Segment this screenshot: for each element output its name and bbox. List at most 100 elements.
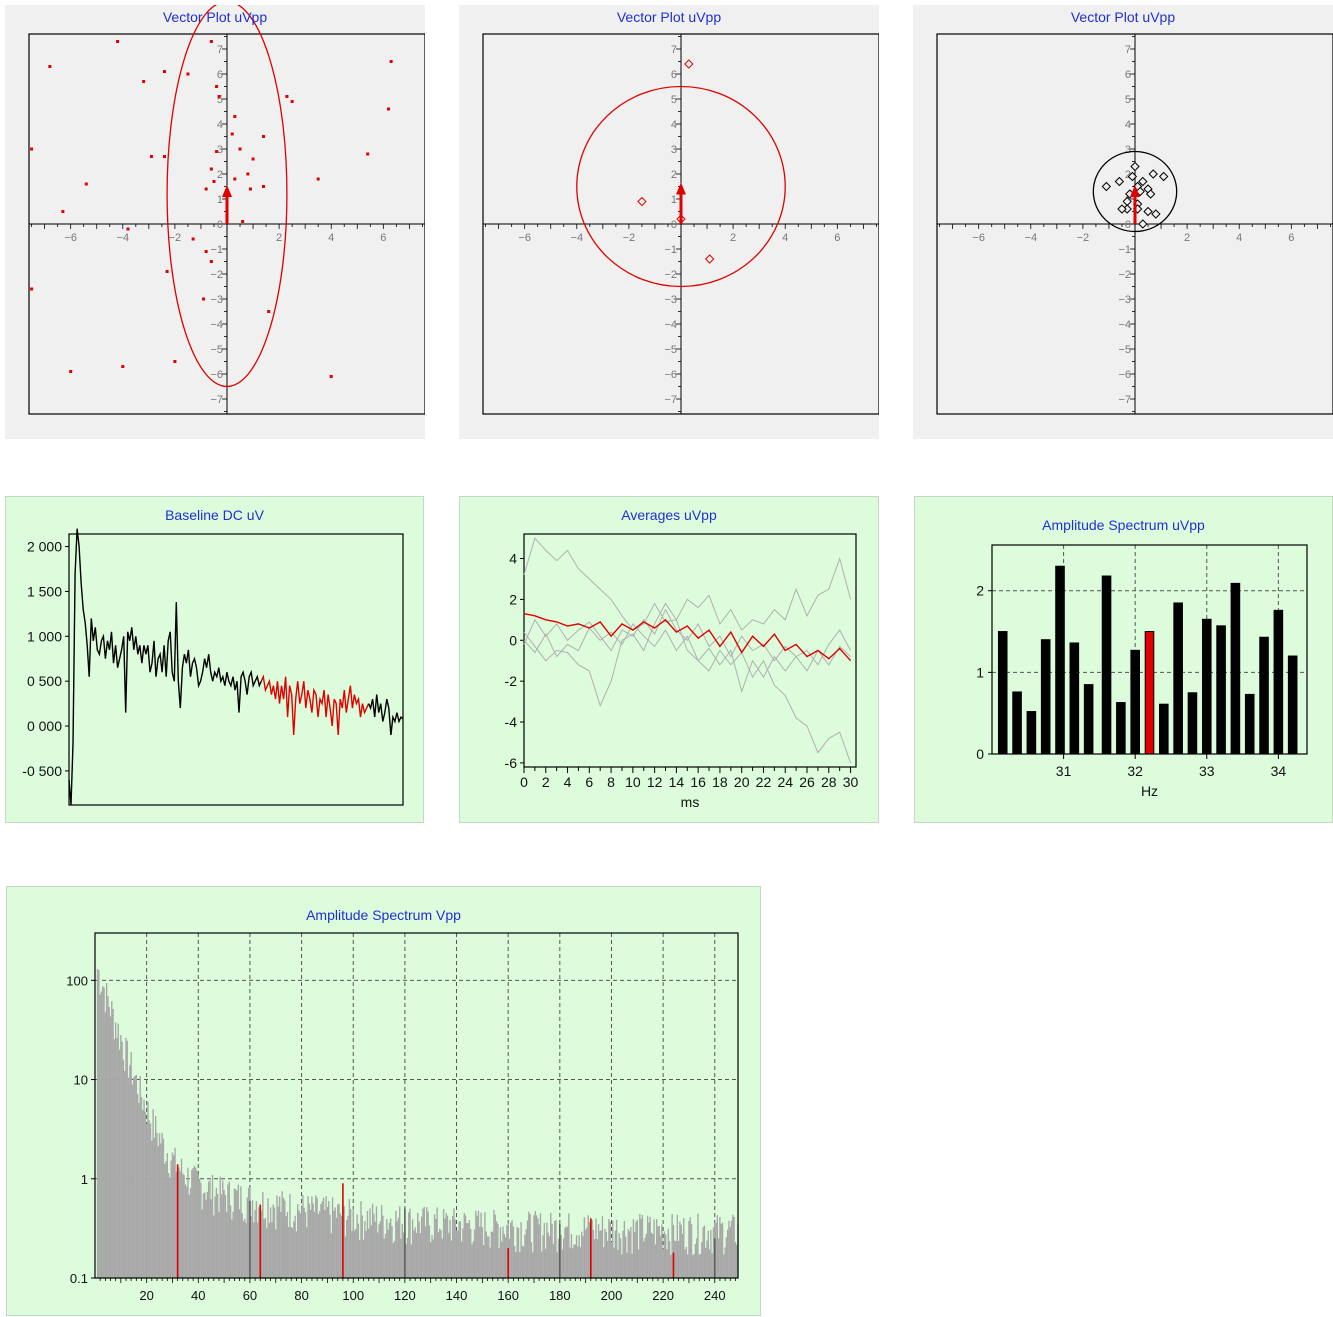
mean-vector-arrowhead <box>1130 185 1140 197</box>
data-point <box>202 297 206 301</box>
x-tick-label: 18 <box>712 774 728 790</box>
y-tick-label: 1 000 <box>27 628 62 644</box>
spectrum-bar <box>1216 625 1226 755</box>
data-point <box>387 107 391 111</box>
y-tick-label: −7 <box>210 394 223 406</box>
chart-title: Averages uVpp <box>621 507 717 523</box>
y-tick-label: −4 <box>1118 319 1131 331</box>
x-tick-label: 120 <box>394 1288 416 1303</box>
data-point <box>1143 206 1153 217</box>
x-tick-label: 6 <box>585 774 593 790</box>
y-tick-label: −2 <box>664 269 677 281</box>
y-tick-label: 10 <box>74 1073 88 1088</box>
confidence-circle <box>1092 150 1178 233</box>
data-point <box>251 157 255 161</box>
chart-title: Vector Plot uVpp <box>1070 9 1176 25</box>
x-tick-label: 32 <box>1127 763 1143 779</box>
series-line <box>523 608 851 672</box>
x-tick-label: −6 <box>518 232 531 244</box>
data-point <box>261 135 265 138</box>
data-point <box>267 310 271 313</box>
vector-plot-2-svg: −6 −4 −2 2 4 6 −7 −6 −5 −4 −3 −2 −1 0 1 2 3 4 5 6 7 <box>482 33 879 415</box>
data-point <box>1101 181 1112 192</box>
data-point <box>285 95 289 98</box>
x-tick-label: 6 <box>834 232 840 244</box>
data-point <box>1127 171 1138 182</box>
y-tick-label: −1 <box>1118 244 1131 256</box>
baseline-dc-svg: 2 000 1 500 1 000 0 500 0 000 -0 500 <box>22 528 404 806</box>
y-tick-label: -6 <box>505 755 518 771</box>
spectrum-bar <box>1159 703 1169 755</box>
data-point <box>121 365 125 368</box>
data-point <box>248 187 252 191</box>
y-tick-label: 4 <box>671 119 677 131</box>
y-tick-label: 1 <box>671 194 677 206</box>
x-tick-label: 24 <box>777 774 793 790</box>
y-tick-label: 0 500 <box>27 673 62 689</box>
y-tick-label: 5 <box>1125 94 1131 106</box>
data-point <box>1138 219 1148 229</box>
amplitude-spectrum-uvpp-svg: 0 1 2 31 32 33 34 Hz <box>976 544 1308 799</box>
spectrum-bar <box>1130 649 1140 755</box>
data-point <box>149 155 153 158</box>
x-tick-label: 100 <box>342 1288 364 1303</box>
vector-plot-1-svg: −6 −4 −2 2 4 6 −7 −6 −5 −4 −3 −2 −1 0 1 2 3 4 5 6 7 <box>28 5 425 415</box>
y-tick-label: 3 <box>217 144 223 156</box>
x-tick-label: 6 <box>380 232 386 244</box>
chart-title: Amplitude Spectrum uVpp <box>1042 517 1205 533</box>
spectrum-bar <box>1273 609 1284 755</box>
data-point <box>1148 169 1158 179</box>
spectrum-bar <box>1230 582 1241 755</box>
x-tick-label: 10 <box>625 774 641 790</box>
mean-vector-arrowhead <box>676 182 686 195</box>
y-tick-label: 1 <box>217 194 223 206</box>
plot-frame <box>94 932 739 1279</box>
data-point <box>1138 176 1148 187</box>
spectrum-bar <box>1069 642 1080 755</box>
data-point <box>30 147 34 151</box>
spectrum-bar <box>1187 692 1198 755</box>
x-tick-label: 60 <box>243 1288 257 1303</box>
y-tick-label: −1 <box>210 244 223 256</box>
spectrum-bar <box>1287 655 1298 755</box>
data-point <box>329 375 333 378</box>
x-tick-label: 33 <box>1199 763 1215 779</box>
y-tick-label: −5 <box>664 344 677 356</box>
y-tick-label: 2 <box>671 169 677 181</box>
x-tick-label: 14 <box>669 774 685 790</box>
data-point <box>162 70 166 73</box>
y-tick-label: 4 <box>217 119 223 131</box>
x-tick-label: 4 <box>564 774 572 790</box>
x-tick-label: −2 <box>623 232 636 244</box>
y-tick-label: −4 <box>210 319 223 331</box>
data-point <box>48 65 52 68</box>
x-tick-label: 22 <box>756 774 772 790</box>
x-tick-label: −2 <box>1077 232 1090 244</box>
data-point <box>126 227 130 231</box>
y-tick-label: 7 <box>1125 44 1131 56</box>
y-tick-label: 6 <box>217 69 223 81</box>
x-tick-label: 80 <box>294 1288 308 1303</box>
data-point <box>215 85 219 88</box>
vector-plot-panel-2: Vector Plot uVpp −6 −4 −2 2 4 6 −7 −6 −5 −4 −3 −2 −1… <box>459 5 879 439</box>
y-tick-label: 5 <box>671 94 677 106</box>
y-tick-label: −5 <box>1118 344 1131 356</box>
spectrum-bar <box>1055 565 1065 755</box>
y-tick-label: 7 <box>671 44 677 56</box>
spectrum-bar <box>1144 631 1155 755</box>
data-point <box>209 40 213 43</box>
data-point <box>238 147 242 151</box>
data-point <box>209 167 213 171</box>
data-point <box>204 250 208 253</box>
data-point <box>84 182 88 186</box>
y-tick-label: 0 <box>976 746 984 762</box>
spectrum-bar <box>1026 711 1037 755</box>
data-point <box>389 60 393 63</box>
y-tick-label: 3 <box>671 144 677 156</box>
data-point <box>1130 161 1140 172</box>
x-tick-label: 6 <box>1288 232 1294 244</box>
data-point <box>684 59 694 69</box>
data-point <box>366 152 370 156</box>
y-tick-label: −6 <box>664 369 677 381</box>
chart-title: Amplitude Spectrum Vpp <box>306 907 461 923</box>
